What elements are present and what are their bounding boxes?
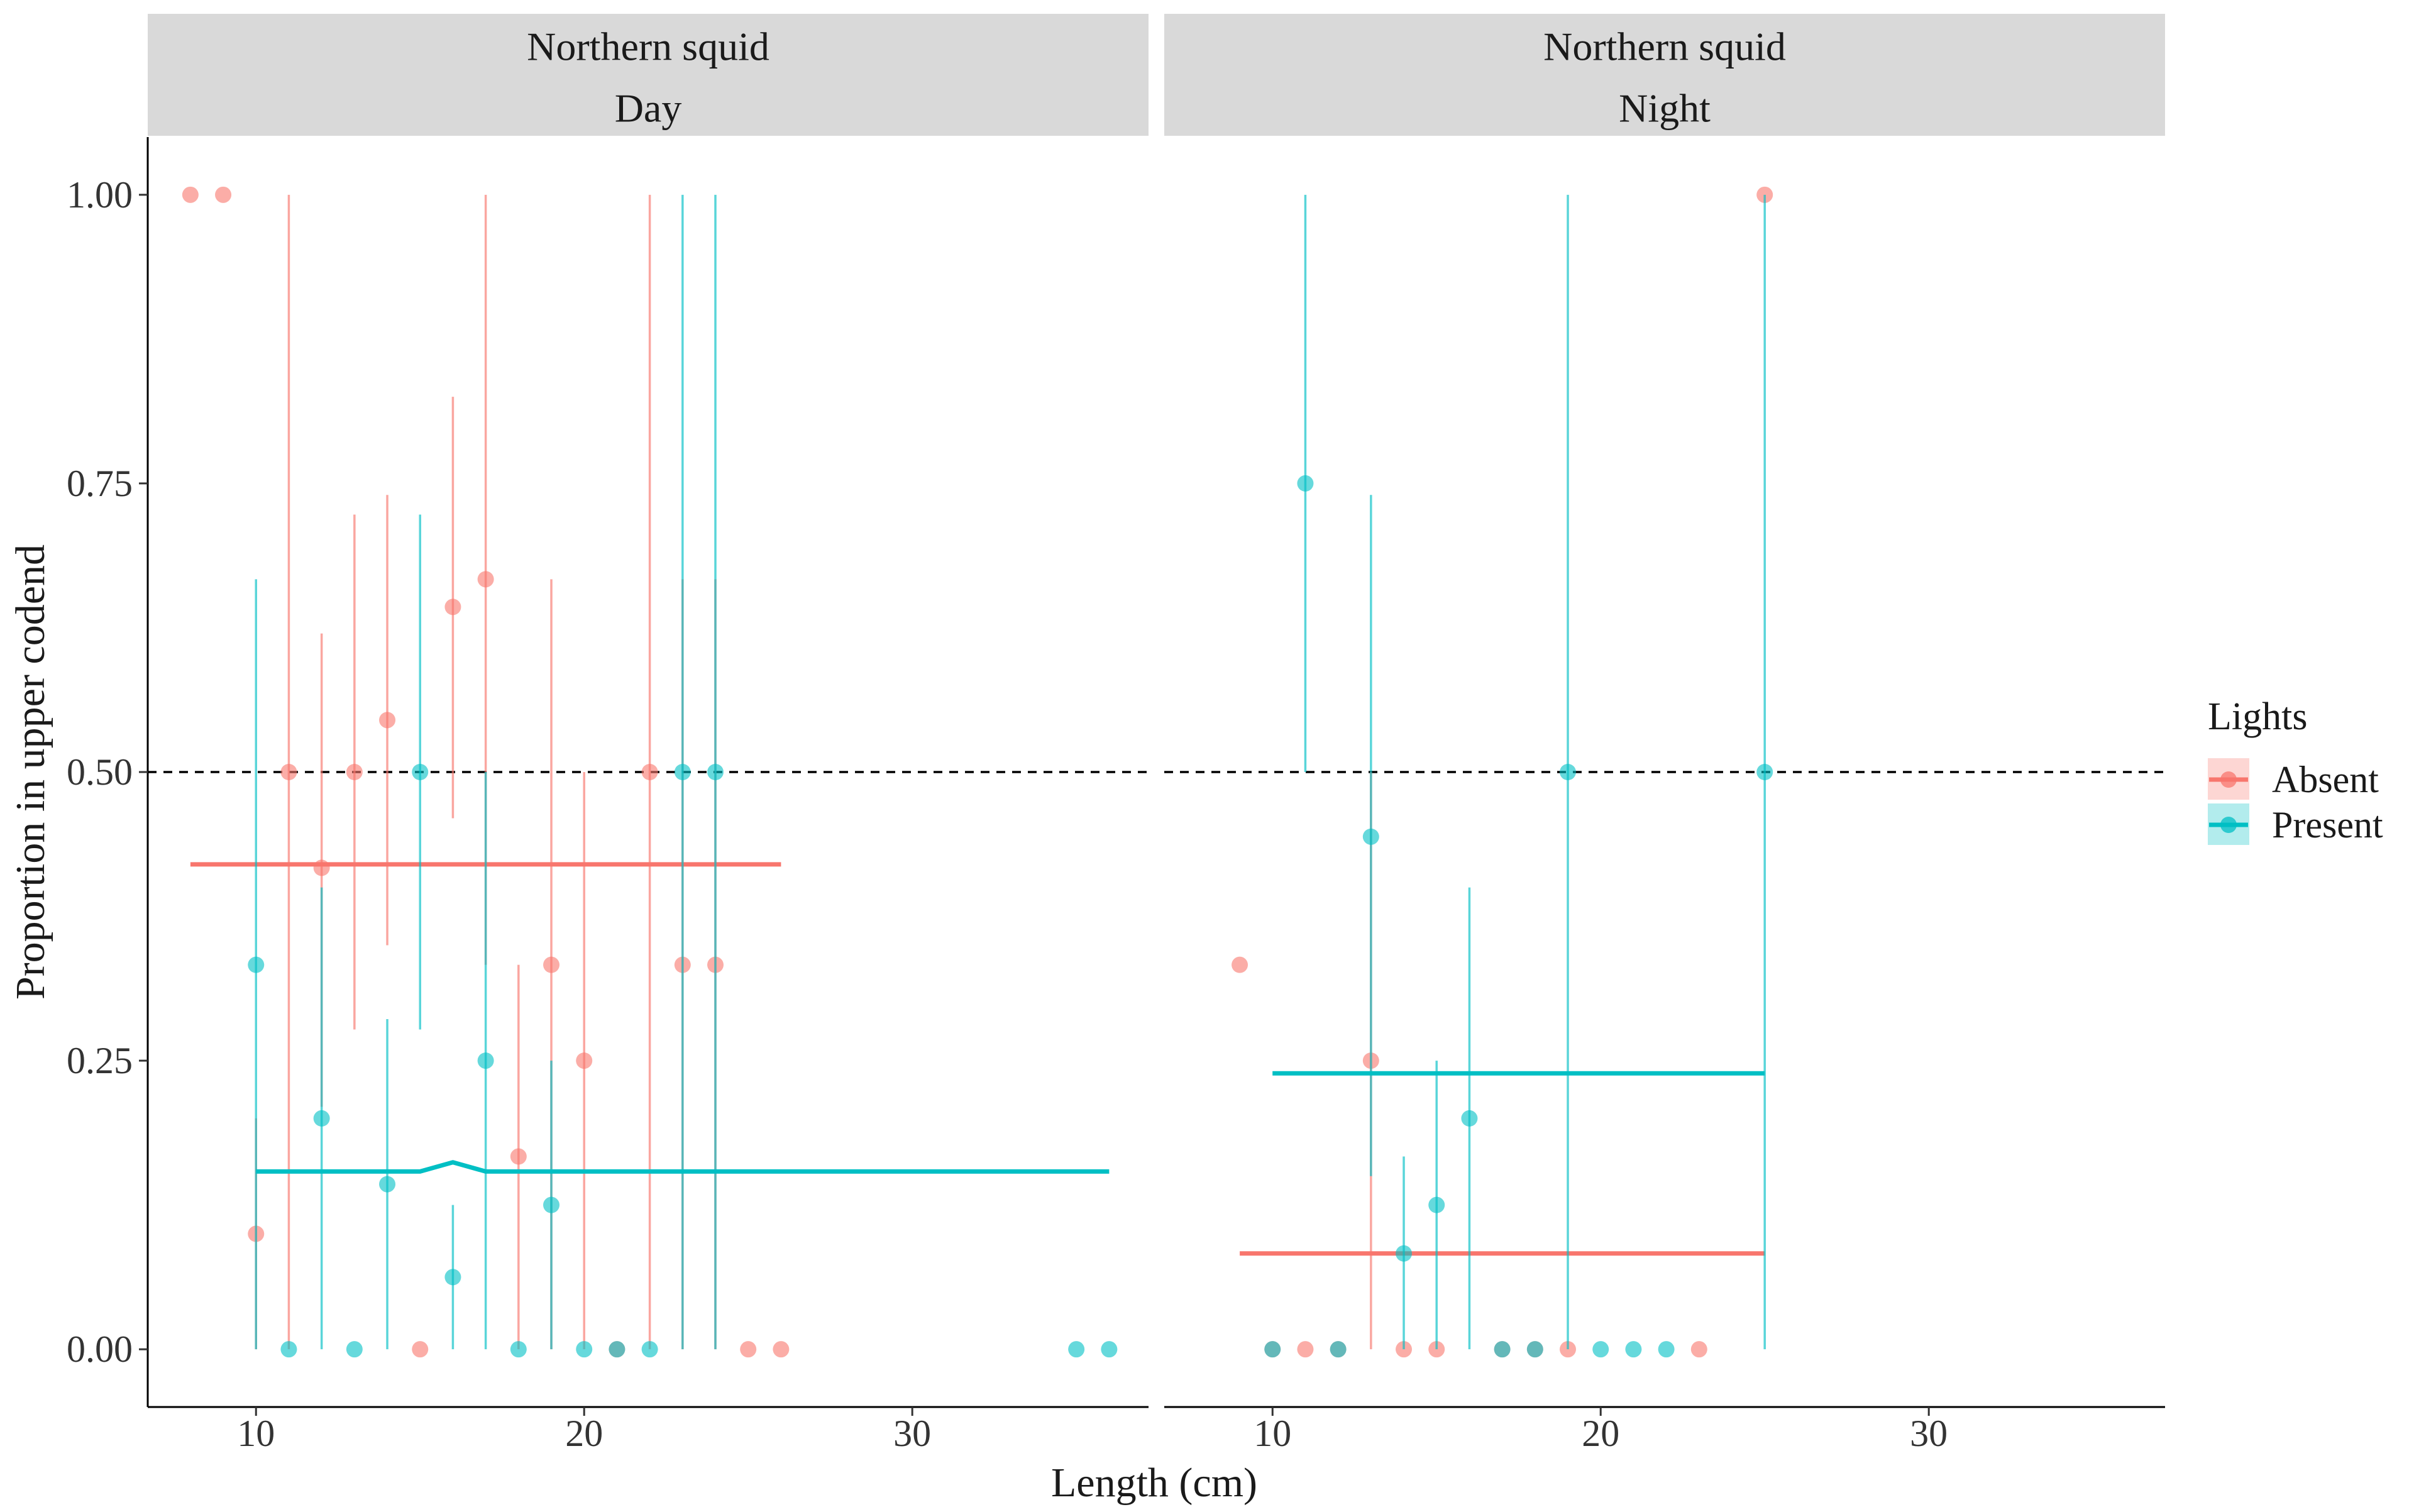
chart-text: Length (cm) Proportion in upper codend L… [8, 544, 2307, 1506]
facet-strip-subtitle: Night [1619, 86, 1711, 131]
facet-strip-subtitle: Day [615, 86, 682, 131]
present-point [707, 764, 724, 780]
present-point [346, 1341, 363, 1358]
present-point [1297, 475, 1314, 492]
present-point [1625, 1341, 1642, 1358]
y-tick-label: 0.50 [67, 751, 133, 793]
present-point [1494, 1341, 1511, 1358]
present-point [313, 1110, 330, 1127]
present-point [576, 1341, 593, 1358]
data-marks [148, 186, 2165, 1358]
absent-point [182, 186, 199, 203]
y-tick-label: 0.00 [67, 1328, 133, 1370]
present-point [609, 1341, 626, 1358]
present-point [1101, 1341, 1118, 1358]
panel-frames: Northern squid Day 0.00 0.25 0.50 0.75 1.00 10 2… [67, 14, 2165, 1454]
present-point [1526, 1341, 1543, 1358]
absent-point [444, 599, 461, 615]
y-tick-label: 0.25 [67, 1040, 133, 1081]
y-axis-title: Proportion in upper codend [8, 544, 53, 1000]
y-tick-label: 1.00 [67, 174, 133, 216]
x-tick-label: 30 [893, 1413, 931, 1454]
present-point [379, 1176, 396, 1193]
absent-point [510, 1148, 527, 1165]
present-point [1461, 1110, 1478, 1127]
absent-point [313, 859, 330, 876]
absent-point [641, 764, 658, 780]
absent-point [1690, 1341, 1707, 1358]
present-point [641, 1341, 658, 1358]
absent-point [773, 1341, 790, 1358]
facet-strip-2 [1164, 14, 2165, 136]
y-tick-label: 0.75 [67, 463, 133, 504]
absent-point [215, 186, 232, 203]
facet-strip-title: Northern squid [1543, 25, 1786, 69]
present-point [1264, 1341, 1281, 1358]
present-point [412, 764, 429, 780]
absent-point [379, 712, 396, 729]
absent-point [740, 1341, 757, 1358]
x-tick-label: 10 [1254, 1413, 1291, 1454]
present-point [1362, 828, 1379, 845]
facet-strip-title: Northern squid [527, 25, 769, 69]
present-point [543, 1196, 560, 1213]
present-point [1330, 1341, 1347, 1358]
present-point [1560, 764, 1577, 780]
x-tick-label: 10 [237, 1413, 275, 1454]
present-point [510, 1341, 527, 1358]
legend-key-present-point [2220, 817, 2237, 833]
present-point [1592, 1341, 1609, 1358]
absent-point [576, 1052, 593, 1069]
x-tick-label: 20 [1582, 1413, 1619, 1454]
absent-point [1232, 956, 1248, 973]
x-tick-label: 30 [1910, 1413, 1948, 1454]
present-point [444, 1269, 461, 1286]
present-point [477, 1052, 494, 1069]
legend-key-absent-point [2220, 771, 2237, 788]
present-point [248, 956, 265, 973]
absent-point [543, 956, 560, 973]
present-point [1068, 1341, 1085, 1358]
present-point [674, 764, 691, 780]
x-tick-label: 20 [565, 1413, 603, 1454]
absent-point [412, 1341, 429, 1358]
present-point [1756, 764, 1773, 780]
legend-label-absent: Absent [2272, 759, 2379, 800]
legend-title: Lights [2208, 695, 2307, 738]
present-fitted-line [256, 1160, 1110, 1174]
present-point [1658, 1341, 1675, 1358]
legend-label-present: Present [2272, 804, 2383, 846]
absent-point [280, 764, 297, 780]
facet-strip-1 [148, 14, 1149, 136]
absent-point [346, 764, 363, 780]
absent-point [1297, 1341, 1314, 1358]
present-point [1396, 1245, 1413, 1262]
present-point [1428, 1196, 1445, 1213]
present-point [280, 1341, 297, 1358]
absent-point [477, 571, 494, 588]
x-axis-title: Length (cm) [1051, 1460, 1257, 1506]
